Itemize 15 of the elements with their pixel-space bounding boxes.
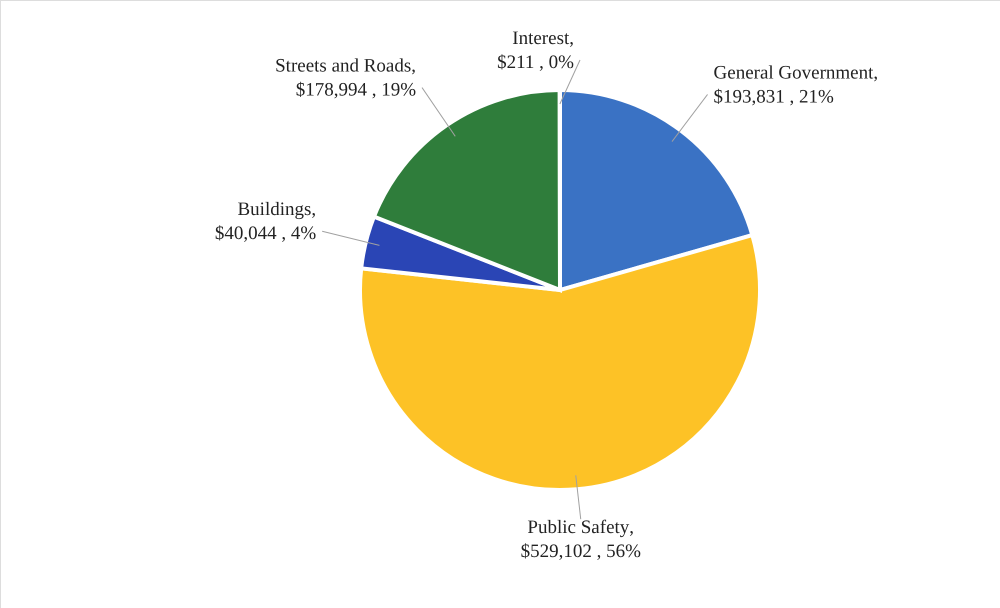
text: ,	[311, 199, 316, 220]
data-label: $211 , 0%	[497, 52, 574, 73]
slice-label: Interest	[512, 28, 570, 49]
data-label: $193,831 , 21%	[714, 86, 834, 108]
slice-label: Buildings	[237, 199, 312, 220]
slice-label: Public Safety	[527, 517, 630, 538]
data-label: $40,044 , 4%	[214, 223, 316, 244]
text: ,	[873, 62, 878, 84]
text: ,	[629, 517, 634, 538]
slice-label: General Government	[714, 62, 874, 84]
text: ,	[569, 28, 574, 49]
slice-label: Streets and Roads	[275, 56, 412, 77]
text: ,	[411, 56, 416, 77]
data-label: $178,994 , 19%	[296, 80, 416, 101]
data-label: $529,102 , 56%	[520, 541, 642, 562]
